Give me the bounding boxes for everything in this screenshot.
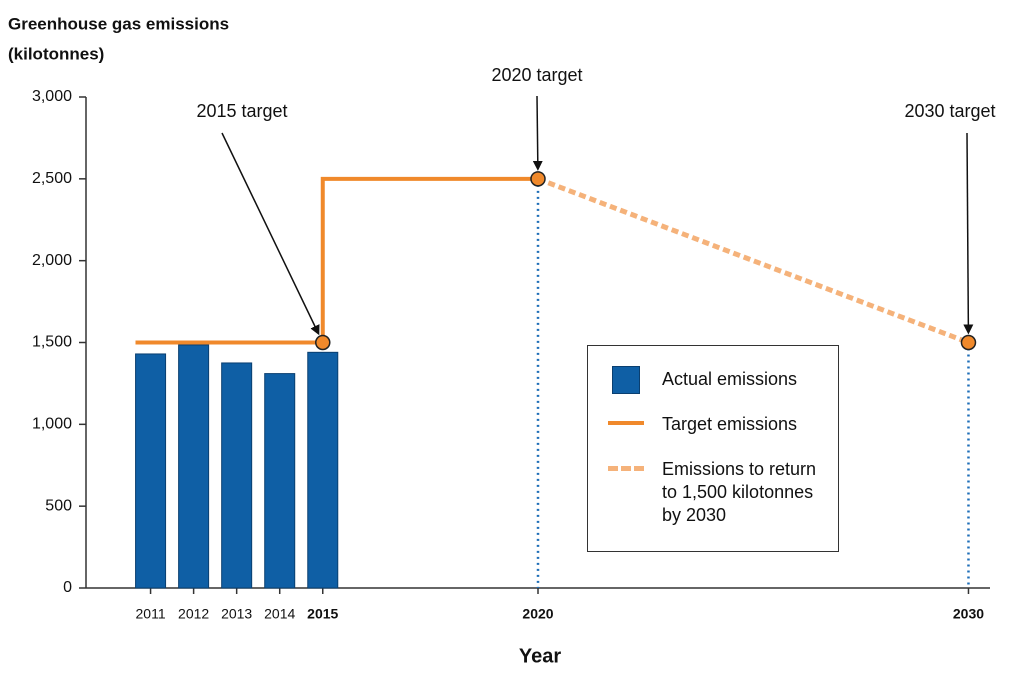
y-axis-title: Greenhouse gas emissions [8, 14, 229, 33]
x-axis-title: Year [519, 645, 561, 667]
legend-label: Target emissions [662, 414, 798, 434]
annotation-arrow [532, 95, 543, 171]
x-tick-label: 2011 [136, 606, 166, 622]
legend-label: Actual emissions [662, 369, 798, 389]
bar [264, 373, 296, 589]
x-tick-label: 2030 [953, 606, 984, 622]
annotation: 2020 target [491, 65, 582, 85]
y-tick-label: 1,500 [32, 334, 72, 351]
annotation: 2030 target [904, 101, 995, 121]
legend-swatch [612, 366, 640, 394]
x-tick-label: 2014 [264, 606, 295, 622]
annotation-arrow [221, 132, 320, 336]
y-tick-label: 0 [63, 579, 72, 596]
bar [221, 362, 253, 589]
line [537, 176, 970, 345]
bar [178, 344, 210, 589]
annotation: 2015 target [196, 101, 287, 121]
legend-swatch [608, 421, 644, 425]
y-tick-label: 1,000 [32, 416, 72, 433]
line [135, 176, 538, 345]
target-marker [530, 171, 546, 187]
x-tick-label: 2020 [522, 606, 553, 622]
target-marker [315, 334, 331, 351]
legend-label: Emissions to return to 1,500 kilotonnes … [662, 459, 817, 525]
annotation-arrow [963, 132, 974, 335]
x-tick-label: 2012 [178, 606, 209, 622]
target-marker [960, 334, 977, 351]
legend: Actual emissions Target emissions Emission… [587, 345, 839, 552]
x-tick-label: 2015 [307, 606, 338, 622]
bar [135, 353, 167, 589]
legend-swatch [608, 466, 644, 471]
x-tick-label: 2013 [221, 606, 252, 622]
y-tick-label: 2,000 [32, 252, 72, 269]
y-tick-label: 3,000 [32, 88, 72, 105]
y-tick-label: 2,500 [32, 170, 72, 187]
bar [307, 351, 339, 589]
y-tick-label: 500 [45, 497, 72, 514]
y-axis-title: (kilotonnes) [8, 44, 104, 63]
